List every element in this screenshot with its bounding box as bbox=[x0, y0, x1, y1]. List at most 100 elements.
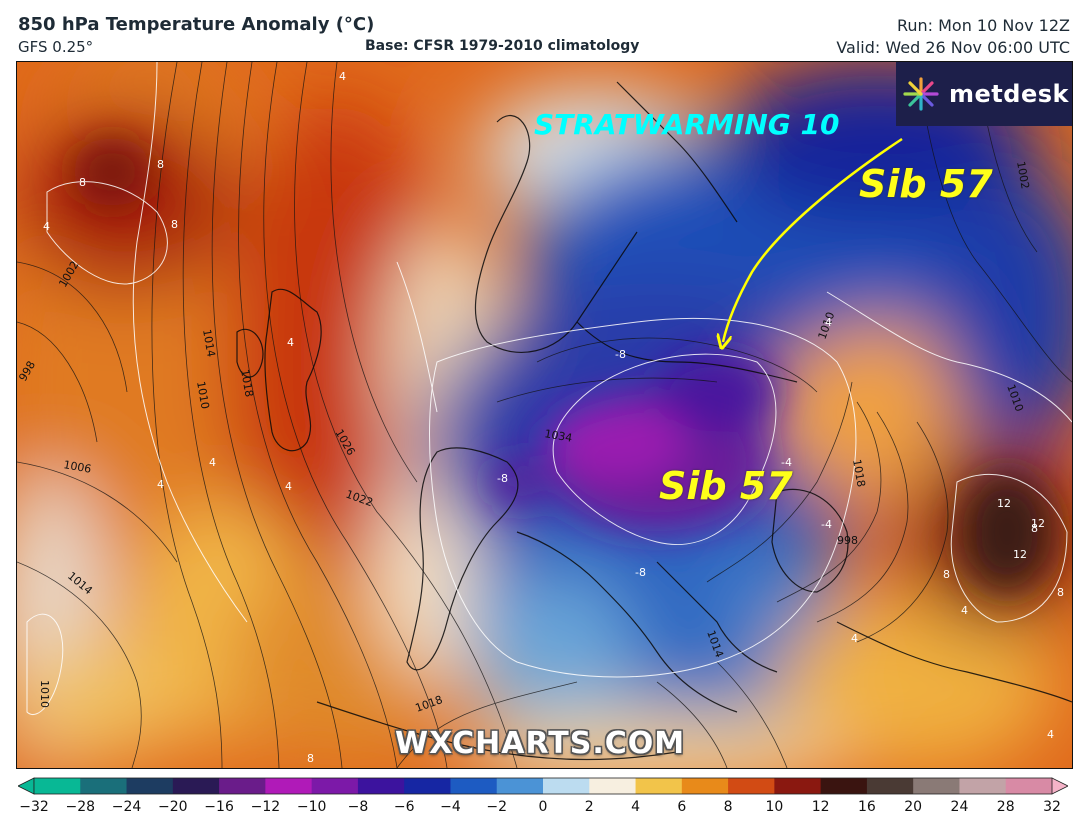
colorbar-tick-label: 28 bbox=[996, 799, 1015, 815]
colorbar-segment bbox=[913, 778, 960, 794]
anomaly-label: 4 bbox=[209, 456, 216, 469]
anomaly-label: 8 bbox=[1057, 586, 1064, 599]
colorbar-tick-label: 4 bbox=[631, 799, 640, 815]
colorbar-tick-label: 24 bbox=[950, 799, 969, 815]
colorbar-tick-label: −12 bbox=[250, 799, 281, 815]
colorbar-max-arrow bbox=[1051, 777, 1068, 795]
colorbar-segment bbox=[450, 778, 498, 794]
anomaly-map: 1002 1014 1010 1018 998 1006 1026 1022 1… bbox=[16, 61, 1073, 769]
colorbar-ticks: −32 −28 −24 −20 −16 −12 −10 −8 −6 −4 −2 0 2 4 6 8 10 12 16… bbox=[0, 796, 1088, 826]
colorbar-tick-label: 20 bbox=[904, 799, 923, 815]
isobar-label: 1014 bbox=[200, 328, 218, 358]
colorbar-segment bbox=[219, 778, 266, 794]
isobar-label: 1010 bbox=[38, 680, 51, 708]
colorbar-segment bbox=[172, 778, 220, 794]
colorbar-segment bbox=[496, 778, 544, 794]
isobar-label: 1002 bbox=[1014, 160, 1032, 190]
anomaly-value-labels: 8 8 8 4 4 4 4 4 -8 -8 -8 -4 -4 4 4 12 12… bbox=[43, 70, 1064, 765]
colorbar-segment bbox=[126, 778, 174, 794]
colorbar-segment bbox=[357, 778, 405, 794]
colorbar-tick-label: −4 bbox=[440, 799, 461, 815]
anomaly-label: 4 bbox=[285, 480, 292, 493]
anomaly-label: 12 bbox=[1031, 517, 1045, 530]
anomaly-label: 8 bbox=[307, 752, 314, 765]
anomaly-label: 12 bbox=[997, 497, 1011, 510]
map-canvas: 1002 1014 1010 1018 998 1006 1026 1022 1… bbox=[17, 62, 1072, 768]
chart-title: 850 hPa Temperature Anomaly (°C) bbox=[18, 14, 375, 35]
colorbar-frame bbox=[33, 777, 1053, 795]
anomaly-contours bbox=[26, 62, 1072, 715]
valid-time-label: Valid: Wed 26 Nov 06:00 UTC bbox=[836, 38, 1070, 57]
colorbar-tick-label: 10 bbox=[765, 799, 784, 815]
colorbar-tick-label: −2 bbox=[486, 799, 508, 815]
colorbar-segment bbox=[728, 778, 775, 794]
anomaly-label: 8 bbox=[1031, 522, 1038, 535]
colorbar-segment bbox=[311, 778, 359, 794]
base-climatology-label: Base: CFSR 1979-2010 climatology bbox=[365, 38, 640, 54]
anomaly-label: 4 bbox=[157, 478, 164, 491]
anomaly-label: 4 bbox=[961, 604, 968, 617]
isobar-label: 998 bbox=[837, 534, 858, 547]
metdesk-logo: metdesk bbox=[896, 62, 1072, 126]
isobar-label: 1010 bbox=[194, 380, 212, 410]
colorbar-tick-label: 0 bbox=[538, 799, 548, 815]
isobar-label: 1018 bbox=[238, 368, 256, 398]
colorbar-segment bbox=[866, 778, 914, 794]
colorbar-segment bbox=[681, 778, 729, 794]
stratwarming-annotation: STRATWARMING 10 bbox=[534, 108, 840, 141]
colorbar-tick-label: 12 bbox=[811, 799, 830, 815]
colorbar-segment bbox=[1005, 778, 1053, 794]
anomaly-label: 4 bbox=[339, 70, 346, 83]
model-label: GFS 0.25° bbox=[18, 38, 94, 56]
colorbar-segment bbox=[635, 778, 683, 794]
anomaly-label: -4 bbox=[781, 456, 792, 469]
anomaly-label: 4 bbox=[43, 220, 50, 233]
anomaly-label: -8 bbox=[497, 472, 508, 485]
isobar-label: 1018 bbox=[850, 458, 868, 488]
colorbar-tick-label: 2 bbox=[584, 799, 594, 815]
colorbar-tick-label: 32 bbox=[1043, 799, 1061, 815]
anomaly-label: 4 bbox=[287, 336, 294, 349]
colorbar-segment bbox=[34, 778, 81, 794]
anomaly-label: 8 bbox=[157, 158, 164, 171]
colorbar-segment bbox=[820, 778, 868, 794]
colorbar-segment bbox=[404, 778, 451, 794]
anomaly-label: 4 bbox=[851, 632, 858, 645]
colorbar-tick-label: 16 bbox=[857, 799, 876, 815]
run-time-label: Run: Mon 10 Nov 12Z bbox=[896, 16, 1070, 35]
anomaly-label: -8 bbox=[635, 566, 646, 579]
isobar-label: 1034 bbox=[543, 427, 573, 445]
anomaly-label: 12 bbox=[1013, 548, 1027, 561]
colorbar-segment bbox=[80, 778, 128, 794]
colorbar-tick-label: −10 bbox=[296, 799, 327, 815]
isobar-lines bbox=[17, 62, 1072, 768]
anomaly-label: 4 bbox=[1047, 728, 1054, 741]
colorbar-tick-label: 8 bbox=[723, 799, 733, 815]
coastlines bbox=[236, 81, 1072, 761]
colorbar bbox=[18, 777, 1068, 795]
anomaly-field bbox=[17, 62, 1072, 768]
colorbar-segment bbox=[543, 778, 590, 794]
colorbar-tick-label: −6 bbox=[393, 799, 415, 815]
wxcharts-watermark: WXCHARTS.COM bbox=[395, 726, 686, 761]
anomaly-label: 4 bbox=[825, 316, 832, 329]
colorbar-tick-label: 6 bbox=[677, 799, 687, 815]
colorbar-tick-label: −28 bbox=[65, 799, 96, 815]
colorbar-tick-label: −32 bbox=[19, 799, 49, 815]
metdesk-logo-text: metdesk bbox=[949, 80, 1069, 108]
anomaly-label: 8 bbox=[79, 176, 86, 189]
sib-annotation-center: Sib 57 bbox=[659, 464, 793, 508]
sib-annotation-top: Sib 57 bbox=[859, 162, 993, 206]
colorbar-segment bbox=[959, 778, 1007, 794]
anomaly-label: 8 bbox=[171, 218, 178, 231]
colorbar-segment bbox=[774, 778, 822, 794]
anomaly-label: 8 bbox=[943, 568, 950, 581]
colorbar-min-arrow bbox=[18, 777, 35, 795]
colorbar-tick-label: −16 bbox=[204, 799, 234, 815]
anomaly-label: -4 bbox=[821, 518, 832, 531]
anomaly-label: -8 bbox=[615, 348, 626, 361]
colorbar-segment bbox=[265, 778, 313, 794]
colorbar-tick-label: −20 bbox=[158, 799, 188, 815]
metdesk-burst-icon bbox=[903, 77, 939, 111]
colorbar-tick-label: −24 bbox=[111, 799, 142, 815]
